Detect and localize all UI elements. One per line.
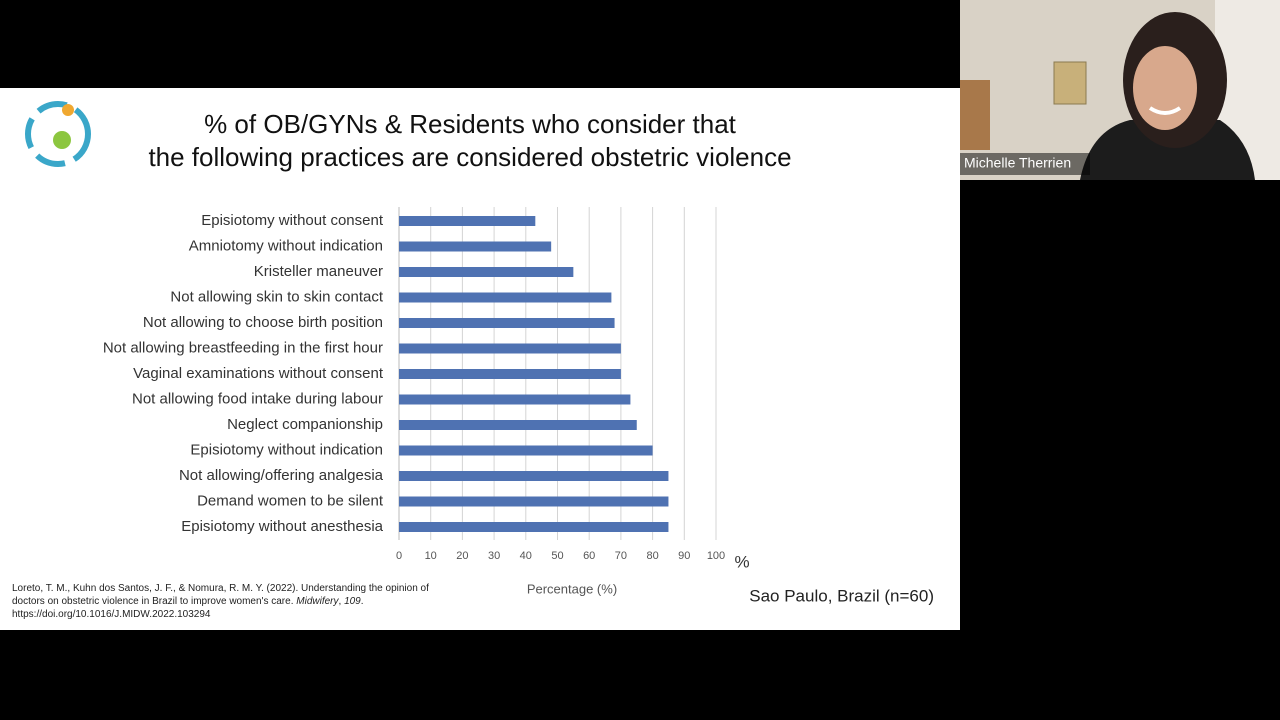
bar bbox=[399, 292, 612, 303]
y-tick-label: Kristeller maneuver bbox=[254, 263, 383, 280]
y-tick-label: Not allowing to choose birth position bbox=[143, 314, 383, 331]
x-tick-label: 10 bbox=[425, 550, 437, 562]
x-tick-label: 40 bbox=[520, 550, 532, 562]
video-tile: Michelle Therrien bbox=[960, 0, 1280, 180]
y-tick-label: Amniotomy without indication bbox=[189, 237, 383, 254]
citation-text: Loreto, T. M., Kuhn dos Santos, J. F., &… bbox=[12, 583, 429, 607]
y-tick-label: Demand women to be silent bbox=[197, 492, 384, 509]
x-tick-label: 0 bbox=[396, 550, 402, 562]
bar bbox=[399, 318, 615, 328]
sample-note: Sao Paulo, Brazil (n=60) bbox=[749, 586, 934, 605]
citation-volume: 109 bbox=[344, 596, 361, 607]
x-tick-label: 50 bbox=[551, 550, 563, 562]
citation: Loreto, T. M., Kuhn dos Santos, J. F., &… bbox=[12, 582, 452, 621]
bar bbox=[399, 267, 574, 277]
x-tick-label: 90 bbox=[678, 550, 690, 562]
x-tick-label: 20 bbox=[456, 550, 468, 562]
bar bbox=[399, 445, 653, 456]
y-tick-label: Not allowing breastfeeding in the first … bbox=[103, 339, 383, 356]
bar bbox=[399, 496, 669, 507]
y-tick-label: Episiotomy without anesthesia bbox=[181, 518, 383, 535]
x-axis-label: Percentage (%) bbox=[527, 581, 617, 596]
y-tick-label: Episiotomy without indication bbox=[190, 441, 383, 458]
y-tick-label: Neglect companionship bbox=[227, 416, 383, 433]
bar bbox=[399, 394, 631, 405]
slide-title: % of OB/GYNs & Residents who consider th… bbox=[204, 109, 737, 139]
logo bbox=[25, 101, 91, 167]
bar bbox=[399, 420, 637, 430]
bar bbox=[399, 369, 621, 379]
citation-text: , bbox=[338, 596, 345, 607]
bar bbox=[399, 216, 536, 226]
bar bbox=[399, 522, 669, 532]
x-tick-label: 70 bbox=[615, 550, 627, 562]
participant-name: Michelle Therrien bbox=[964, 155, 1071, 171]
bar bbox=[399, 343, 621, 354]
citation-text: . https://doi.org/10.1016/J.MIDW.2022.10… bbox=[12, 596, 364, 620]
bar bbox=[399, 471, 669, 481]
slide-title: the following practices are considered o… bbox=[148, 142, 791, 172]
y-tick-label: Not allowing/offering analgesia bbox=[179, 467, 384, 484]
y-tick-label: Episiotomy without consent bbox=[201, 212, 384, 229]
y-tick-label: Not allowing skin to skin contact bbox=[170, 288, 383, 305]
y-tick-label: Vaginal examinations without consent bbox=[133, 365, 384, 382]
citation-journal: Midwifery bbox=[296, 596, 339, 607]
y-tick-label: Not allowing food intake during labour bbox=[132, 390, 383, 407]
x-tick-label: 80 bbox=[646, 550, 658, 562]
x-tick-label: 100 bbox=[707, 550, 725, 562]
slide bbox=[0, 88, 960, 630]
axis-unit: % bbox=[734, 552, 749, 571]
bar bbox=[399, 241, 552, 252]
x-tick-label: 30 bbox=[488, 550, 500, 562]
x-tick-label: 60 bbox=[583, 550, 595, 562]
